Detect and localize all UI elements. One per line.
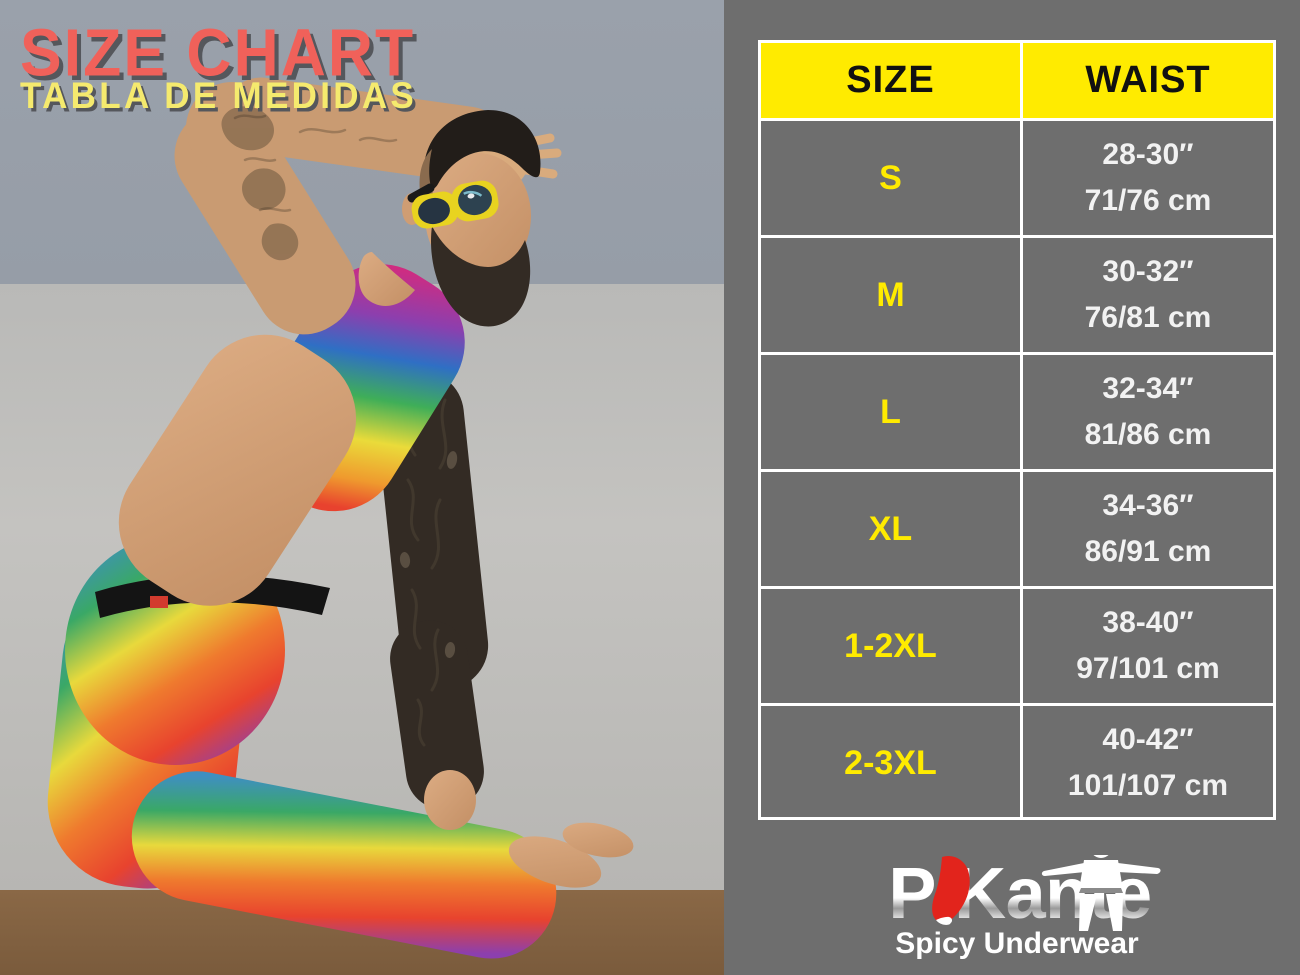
svg-text:Spicy Underwear: Spicy Underwear: [895, 927, 1139, 960]
